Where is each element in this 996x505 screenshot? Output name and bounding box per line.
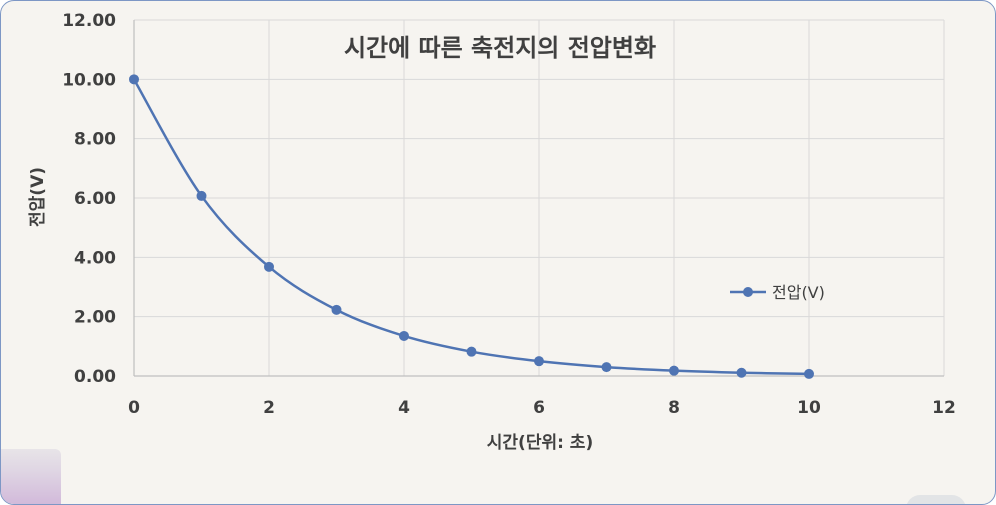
chart-title: 시간에 따른 축전지의 전압변화 <box>344 34 656 62</box>
y-tick-label: 12.00 <box>62 11 116 31</box>
x-axis-label: 시간(단위: 초) <box>487 433 593 453</box>
y-tick-label: 6.00 <box>74 189 116 209</box>
data-point <box>129 74 139 85</box>
y-tick-label: 2.00 <box>74 308 116 328</box>
data-point <box>534 356 544 367</box>
data-point <box>669 365 679 376</box>
data-point <box>804 368 814 379</box>
data-point <box>331 304 342 315</box>
data-point <box>196 190 207 201</box>
legend-label: 전압(V) <box>772 283 825 302</box>
x-tick-label: 10 <box>797 398 821 418</box>
legend: 전압(V) <box>730 283 825 302</box>
x-tick-label: 6 <box>533 398 545 418</box>
data-point <box>736 367 747 378</box>
legend-marker <box>743 287 753 297</box>
grid-lines <box>134 19 945 376</box>
y-tick-label: 8.00 <box>74 130 116 150</box>
series-line <box>132 78 810 376</box>
x-tick-label: 2 <box>263 398 275 418</box>
tick-labels: 0.00 2.00 4.00 6.00 8.00 10.00 12.00 0 2 4 6 8 10 12 <box>62 11 956 418</box>
data-point <box>399 330 409 341</box>
decorative-shape <box>906 495 966 504</box>
decorative-image <box>1 449 61 504</box>
x-tick-label: 0 <box>128 398 140 418</box>
x-tick-label: 12 <box>932 398 956 418</box>
data-point <box>466 346 477 357</box>
y-tick-label: 0.00 <box>74 367 116 387</box>
series-group <box>129 74 814 379</box>
x-tick-label: 8 <box>668 398 680 418</box>
y-tick-label: 4.00 <box>74 248 116 268</box>
data-point <box>264 261 274 272</box>
data-point <box>601 362 612 373</box>
y-tick-label: 10.00 <box>62 70 116 90</box>
y-axis-label: 전압(V) <box>27 167 48 227</box>
x-tick-label: 4 <box>398 398 410 418</box>
